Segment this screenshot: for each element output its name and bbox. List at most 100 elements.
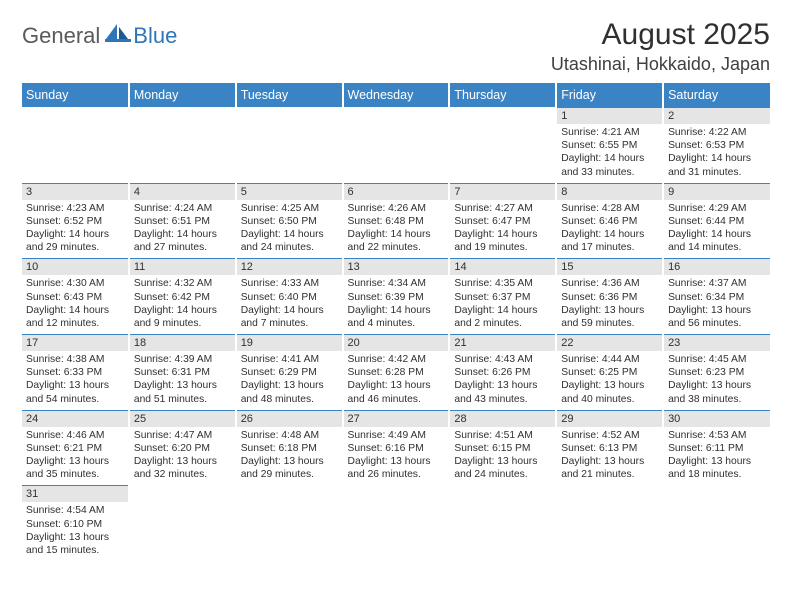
day-number: 9 — [664, 183, 770, 200]
calendar-cell — [236, 485, 343, 561]
day-number: 12 — [237, 258, 342, 275]
weekday-header-row: Sunday Monday Tuesday Wednesday Thursday… — [22, 83, 770, 107]
calendar-week-row: 31Sunrise: 4:54 AMSunset: 6:10 PMDayligh… — [22, 485, 770, 561]
calendar-page: General Blue August 2025 Utashinai, Hokk… — [0, 0, 792, 561]
calendar-cell — [663, 485, 770, 561]
sunrise-line: Sunrise: 4:33 AM — [241, 277, 338, 290]
day-data: Sunrise: 4:53 AMSunset: 6:11 PMDaylight:… — [664, 427, 770, 486]
sunrise-line: Sunrise: 4:41 AM — [241, 353, 338, 366]
sunset-line: Sunset: 6:25 PM — [561, 366, 658, 379]
page-header: General Blue August 2025 Utashinai, Hokk… — [22, 18, 770, 75]
sunset-line: Sunset: 6:43 PM — [26, 291, 124, 304]
daylight-line: Daylight: 14 hours and 4 minutes. — [348, 304, 445, 330]
day-data: Sunrise: 4:52 AMSunset: 6:13 PMDaylight:… — [557, 427, 662, 486]
day-number: 6 — [344, 183, 449, 200]
day-number-empty — [237, 485, 342, 500]
calendar-cell: 31Sunrise: 4:54 AMSunset: 6:10 PMDayligh… — [22, 485, 129, 561]
sunrise-line: Sunrise: 4:24 AM — [134, 202, 231, 215]
sunset-line: Sunset: 6:18 PM — [241, 442, 338, 455]
calendar-week-row: 17Sunrise: 4:38 AMSunset: 6:33 PMDayligh… — [22, 334, 770, 410]
sunset-line: Sunset: 6:15 PM — [454, 442, 551, 455]
day-data: Sunrise: 4:30 AMSunset: 6:43 PMDaylight:… — [22, 275, 128, 334]
daylight-line: Daylight: 13 hours and 40 minutes. — [561, 379, 658, 405]
day-number-empty — [450, 485, 555, 500]
sunset-line: Sunset: 6:34 PM — [668, 291, 766, 304]
day-data: Sunrise: 4:25 AMSunset: 6:50 PMDaylight:… — [237, 200, 342, 259]
day-data: Sunrise: 4:54 AMSunset: 6:10 PMDaylight:… — [22, 502, 128, 561]
calendar-cell: 20Sunrise: 4:42 AMSunset: 6:28 PMDayligh… — [343, 334, 450, 410]
day-data: Sunrise: 4:42 AMSunset: 6:28 PMDaylight:… — [344, 351, 449, 410]
sunrise-line: Sunrise: 4:48 AM — [241, 429, 338, 442]
day-data: Sunrise: 4:46 AMSunset: 6:21 PMDaylight:… — [22, 427, 128, 486]
daylight-line: Daylight: 14 hours and 29 minutes. — [26, 228, 124, 254]
sunset-line: Sunset: 6:28 PM — [348, 366, 445, 379]
sunset-line: Sunset: 6:42 PM — [134, 291, 231, 304]
weekday-header: Friday — [556, 83, 663, 107]
day-number: 27 — [344, 410, 449, 427]
day-data: Sunrise: 4:27 AMSunset: 6:47 PMDaylight:… — [450, 200, 555, 259]
calendar-cell: 30Sunrise: 4:53 AMSunset: 6:11 PMDayligh… — [663, 410, 770, 486]
calendar-cell — [129, 485, 236, 561]
sunset-line: Sunset: 6:39 PM — [348, 291, 445, 304]
day-data: Sunrise: 4:51 AMSunset: 6:15 PMDaylight:… — [450, 427, 555, 486]
day-data-empty — [344, 122, 449, 174]
day-data-empty — [130, 500, 235, 552]
brand-text-1: General — [22, 23, 100, 49]
sunset-line: Sunset: 6:40 PM — [241, 291, 338, 304]
calendar-cell: 15Sunrise: 4:36 AMSunset: 6:36 PMDayligh… — [556, 258, 663, 334]
day-number: 15 — [557, 258, 662, 275]
day-number: 20 — [344, 334, 449, 351]
day-data: Sunrise: 4:43 AMSunset: 6:26 PMDaylight:… — [450, 351, 555, 410]
daylight-line: Daylight: 13 hours and 35 minutes. — [26, 455, 124, 481]
daylight-line: Daylight: 13 hours and 15 minutes. — [26, 531, 124, 557]
sunset-line: Sunset: 6:44 PM — [668, 215, 766, 228]
day-number: 22 — [557, 334, 662, 351]
calendar-cell: 25Sunrise: 4:47 AMSunset: 6:20 PMDayligh… — [129, 410, 236, 486]
sunset-line: Sunset: 6:31 PM — [134, 366, 231, 379]
day-data: Sunrise: 4:39 AMSunset: 6:31 PMDaylight:… — [130, 351, 235, 410]
day-data: Sunrise: 4:44 AMSunset: 6:25 PMDaylight:… — [557, 351, 662, 410]
calendar-cell: 7Sunrise: 4:27 AMSunset: 6:47 PMDaylight… — [449, 183, 556, 259]
calendar-cell: 12Sunrise: 4:33 AMSunset: 6:40 PMDayligh… — [236, 258, 343, 334]
sunset-line: Sunset: 6:33 PM — [26, 366, 124, 379]
day-number: 13 — [344, 258, 449, 275]
sunrise-line: Sunrise: 4:47 AM — [134, 429, 231, 442]
daylight-line: Daylight: 13 hours and 43 minutes. — [454, 379, 551, 405]
calendar-cell: 6Sunrise: 4:26 AMSunset: 6:48 PMDaylight… — [343, 183, 450, 259]
day-number: 23 — [664, 334, 770, 351]
sunrise-line: Sunrise: 4:44 AM — [561, 353, 658, 366]
day-number: 8 — [557, 183, 662, 200]
daylight-line: Daylight: 13 hours and 38 minutes. — [668, 379, 766, 405]
sunrise-line: Sunrise: 4:38 AM — [26, 353, 124, 366]
calendar-cell — [343, 107, 450, 183]
calendar-cell — [129, 107, 236, 183]
day-number-empty — [450, 107, 555, 122]
calendar-cell: 21Sunrise: 4:43 AMSunset: 6:26 PMDayligh… — [449, 334, 556, 410]
sunrise-line: Sunrise: 4:30 AM — [26, 277, 124, 290]
calendar-cell — [449, 107, 556, 183]
daylight-line: Daylight: 13 hours and 18 minutes. — [668, 455, 766, 481]
calendar-cell: 19Sunrise: 4:41 AMSunset: 6:29 PMDayligh… — [236, 334, 343, 410]
day-number: 14 — [450, 258, 555, 275]
sunset-line: Sunset: 6:47 PM — [454, 215, 551, 228]
sail-icon — [105, 22, 131, 47]
day-number-empty — [664, 485, 770, 500]
day-number: 26 — [237, 410, 342, 427]
day-number: 25 — [130, 410, 235, 427]
sunset-line: Sunset: 6:52 PM — [26, 215, 124, 228]
day-number: 24 — [22, 410, 128, 427]
day-number: 10 — [22, 258, 128, 275]
day-number: 1 — [557, 107, 662, 124]
sunset-line: Sunset: 6:50 PM — [241, 215, 338, 228]
sunrise-line: Sunrise: 4:45 AM — [668, 353, 766, 366]
daylight-line: Daylight: 13 hours and 29 minutes. — [241, 455, 338, 481]
calendar-cell: 5Sunrise: 4:25 AMSunset: 6:50 PMDaylight… — [236, 183, 343, 259]
calendar-week-row: 10Sunrise: 4:30 AMSunset: 6:43 PMDayligh… — [22, 258, 770, 334]
daylight-line: Daylight: 14 hours and 22 minutes. — [348, 228, 445, 254]
sunrise-line: Sunrise: 4:22 AM — [668, 126, 766, 139]
calendar-cell: 17Sunrise: 4:38 AMSunset: 6:33 PMDayligh… — [22, 334, 129, 410]
day-data: Sunrise: 4:41 AMSunset: 6:29 PMDaylight:… — [237, 351, 342, 410]
daylight-line: Daylight: 13 hours and 54 minutes. — [26, 379, 124, 405]
sunrise-line: Sunrise: 4:26 AM — [348, 202, 445, 215]
sunrise-line: Sunrise: 4:29 AM — [668, 202, 766, 215]
